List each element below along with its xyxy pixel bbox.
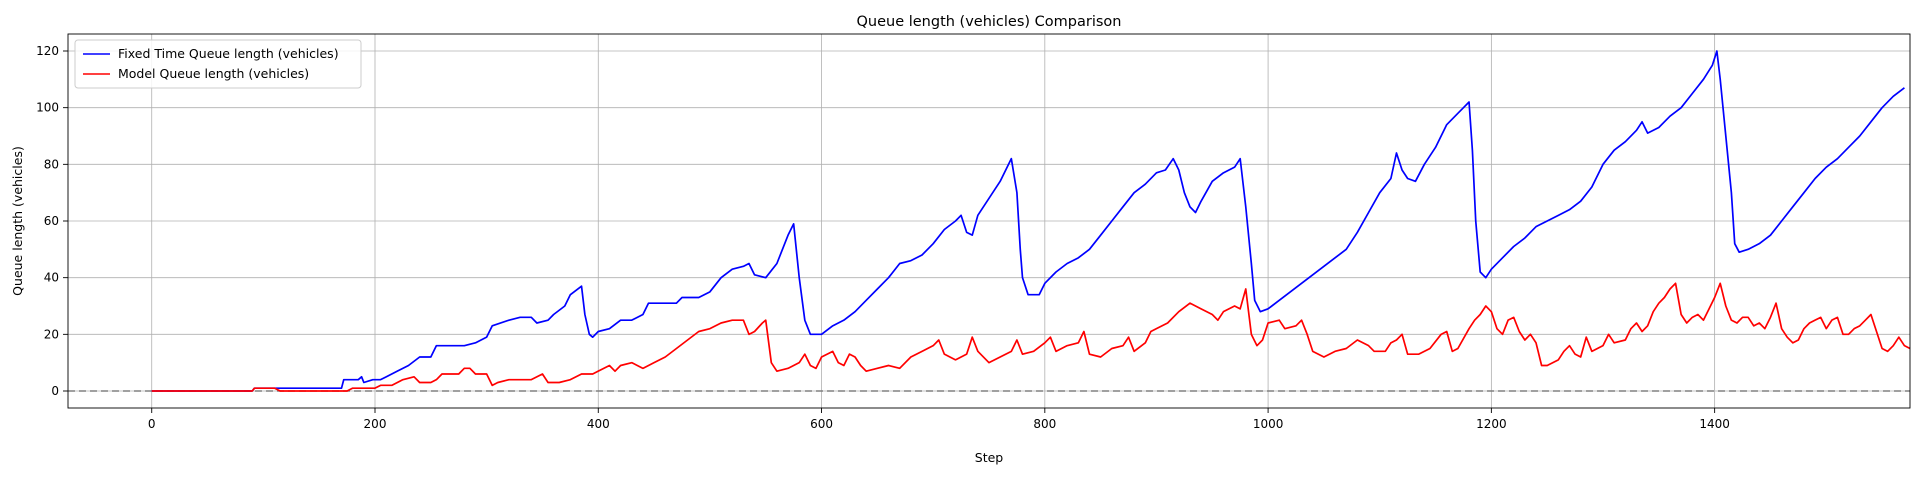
x-tick-label-400: 400 (587, 417, 610, 431)
x-tick-label-600: 600 (810, 417, 833, 431)
y-tick-label-80: 80 (44, 157, 59, 171)
y-axis-ticks: 0 20 40 60 80 100 120 (36, 44, 68, 398)
legend: Fixed Time Queue length (vehicles) Model… (74, 39, 362, 89)
x-tick-label-200: 200 (364, 417, 387, 431)
y-axis-label: Queue length (vehicles) (10, 146, 25, 296)
x-tick-label-0: 0 (148, 417, 156, 431)
y-tick-label-120: 120 (36, 44, 59, 58)
y-tick-label-0: 0 (51, 384, 59, 398)
x-tick-label-800: 800 (1033, 417, 1056, 431)
chart-title: Queue length (vehicles) Comparison (856, 14, 1121, 30)
legend-label-model: Model Queue length (vehicles) (118, 66, 309, 81)
x-tick-label-1000: 1000 (1253, 417, 1284, 431)
y-tick-label-60: 60 (44, 214, 59, 228)
legend-box (74, 39, 362, 89)
legend-label-fixed-time: Fixed Time Queue length (vehicles) (118, 46, 339, 61)
y-tick-label-20: 20 (44, 327, 59, 341)
series-line-1 (151, 282, 1911, 392)
x-axis-label: Step (975, 450, 1004, 465)
x-tick-label-1200: 1200 (1476, 417, 1507, 431)
series-line-0 (151, 50, 1905, 392)
x-axis-ticks: 0 200 400 600 800 1000 1200 1400 (148, 408, 1730, 431)
y-tick-label-40: 40 (44, 271, 59, 285)
series-layer (151, 50, 1911, 392)
grid (68, 34, 1910, 408)
y-tick-label-100: 100 (36, 101, 59, 115)
x-tick-label-1400: 1400 (1699, 417, 1730, 431)
